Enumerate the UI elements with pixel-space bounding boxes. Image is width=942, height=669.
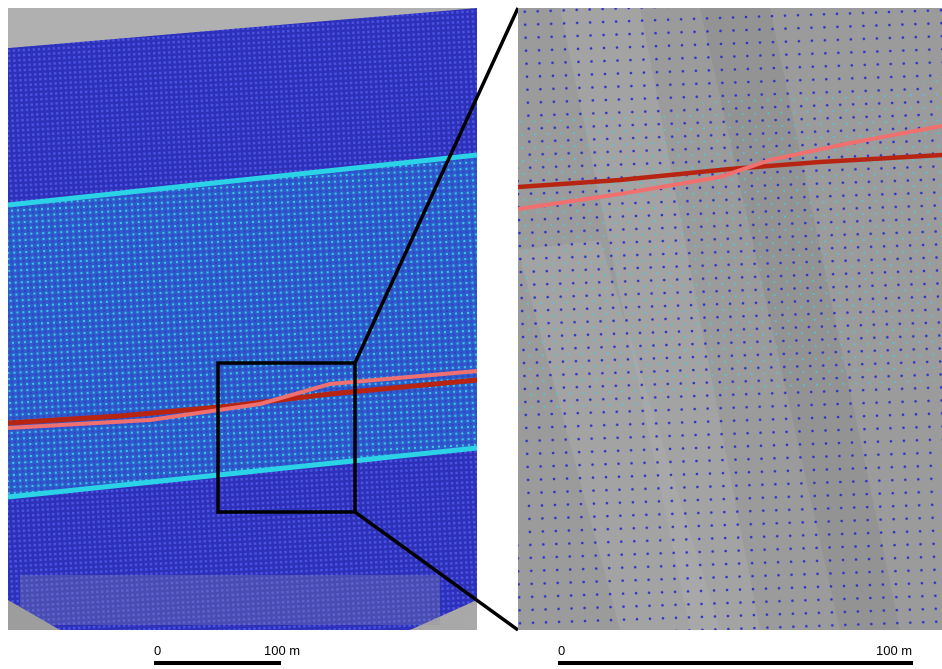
left-scale-bar: 0 100 m (154, 643, 300, 665)
right-scale-zero: 0 (558, 643, 565, 658)
zoom-connector-top (353, 7, 520, 364)
zoom-overlap-band (518, 80, 942, 415)
zoom-track-line-red (518, 152, 942, 190)
lower-left-hillshade (8, 600, 60, 630)
overlap-top-edge (8, 152, 477, 208)
right-scale-line (558, 661, 913, 665)
left-scale-zero: 0 (154, 643, 161, 658)
zoomed-map-panel (518, 8, 942, 630)
zoom-extent-box (216, 361, 357, 514)
overlap-bottom-edge (8, 445, 477, 500)
right-scale-bar: 0 100 m (558, 643, 913, 665)
zoom-track-line-pink (518, 124, 942, 211)
right-scale-end: 100 m (876, 643, 912, 658)
track-line-red (8, 377, 477, 426)
overview-map-panel (8, 8, 477, 630)
upper-left-hillshade (8, 8, 477, 48)
left-scale-end: 100 m (264, 643, 300, 658)
left-scale-line (154, 661, 281, 665)
sparse-soundings-strip (20, 575, 440, 625)
zoom-connector-bottom (353, 510, 520, 632)
track-line-pink (8, 369, 477, 430)
survey-swath-overlap (8, 155, 477, 497)
